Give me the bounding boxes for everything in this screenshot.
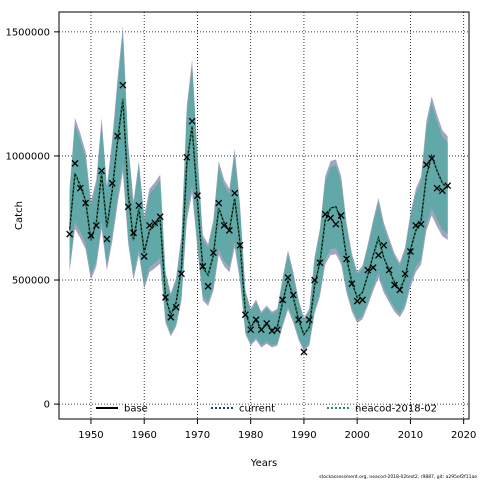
observed-point: [76, 184, 84, 192]
grid: [59, 12, 469, 419]
x-tick-label: 1980: [238, 430, 263, 441]
observed-point: [396, 286, 404, 294]
observed-points: [66, 81, 452, 356]
observed-point: [311, 276, 319, 284]
observed-point: [337, 212, 345, 219]
observed-point: [183, 153, 191, 161]
observed-point: [231, 189, 239, 197]
legend-label-current: current: [239, 404, 275, 415]
y-tick-label: 1500000: [5, 27, 50, 38]
observed-point: [263, 319, 271, 327]
observed-point: [156, 213, 164, 221]
observed-point: [178, 270, 185, 278]
observed-point: [327, 214, 335, 222]
observed-point: [401, 270, 409, 278]
observed-point: [252, 316, 260, 324]
observed-point: [316, 259, 324, 267]
x-tick-label: 2010: [398, 430, 423, 441]
x-tick-label: 1950: [78, 430, 103, 441]
observed-point: [130, 229, 138, 237]
observed-point: [162, 293, 169, 301]
observed-point: [140, 252, 148, 260]
observed-point: [422, 161, 430, 169]
observed-point: [193, 192, 201, 200]
y-tick-label: 500000: [12, 276, 50, 287]
y-tick-label: 1000000: [5, 151, 50, 162]
observed-point: [295, 316, 303, 324]
x-tick-label: 2000: [344, 430, 369, 441]
observed-point: [98, 167, 106, 175]
observed-point: [220, 221, 228, 229]
observed-point: [151, 219, 159, 227]
observed-point: [167, 313, 175, 321]
observed-point: [332, 220, 340, 228]
observed-point: [188, 117, 196, 125]
observed-point: [433, 184, 441, 192]
observed-point: [215, 199, 223, 207]
observed-point: [390, 281, 398, 289]
observed-point: [108, 179, 116, 187]
observed-point: [444, 182, 452, 190]
legend: base current neacod-2018-02: [96, 404, 437, 415]
legend-label-neacod-2018-02: neacod-2018-02: [355, 404, 437, 415]
observed-point: [87, 231, 95, 239]
observed-point: [199, 262, 207, 270]
observed-point: [172, 303, 180, 311]
observed-point: [236, 241, 244, 249]
observed-point: [375, 251, 382, 259]
observed-point: [135, 202, 143, 210]
observed-point: [343, 255, 350, 263]
observed-point: [364, 266, 372, 274]
x-tick-label: 1990: [291, 430, 316, 441]
observed-point: [300, 348, 308, 356]
observed-point: [146, 221, 153, 229]
observed-point: [305, 316, 313, 324]
observed-point: [257, 326, 265, 334]
legend-label-base: base: [124, 404, 148, 415]
observed-point: [92, 221, 100, 229]
observed-point: [268, 327, 276, 335]
caption-text: stockassessment.org, neacod-2018-02test2…: [319, 474, 477, 480]
observed-point: [209, 249, 217, 257]
observed-point: [225, 226, 233, 234]
x-tick-label: 1970: [185, 430, 210, 441]
observed-point: [406, 248, 414, 255]
observed-point: [66, 230, 74, 238]
observed-point: [321, 210, 329, 218]
observed-point: [353, 297, 361, 305]
observed-point: [385, 266, 393, 274]
x-tick-label: 1960: [131, 430, 156, 441]
observed-point: [204, 282, 212, 290]
observed-point: [348, 280, 356, 288]
observed-point: [119, 81, 127, 89]
x-axis-title: Years: [250, 458, 277, 469]
observed-point: [273, 326, 281, 334]
y-axis-title: Catch: [14, 201, 25, 230]
observed-point: [359, 296, 366, 304]
observed-point: [114, 132, 122, 140]
observed-point: [241, 311, 249, 319]
plot-frame: [58, 11, 470, 420]
observed-point: [284, 274, 292, 282]
observed-point: [380, 241, 388, 249]
x-tick-label: 2020: [451, 430, 476, 441]
observed-point: [412, 221, 420, 229]
observed-point: [289, 291, 297, 299]
observed-point: [369, 264, 377, 272]
observed-point: [103, 235, 111, 243]
observed-point: [417, 220, 425, 228]
axes: 1950 1960 1970 1980 1990 2000 2010 2020 0 500000 1…: [5, 27, 476, 441]
observed-point: [82, 199, 90, 207]
observed-point: [438, 187, 446, 195]
observed-point: [428, 154, 436, 162]
confidence-bands: [69, 25, 448, 352]
observed-point: [247, 326, 255, 334]
y-tick-label: 0: [44, 400, 50, 411]
observed-point: [279, 296, 287, 304]
observed-point: [71, 159, 79, 167]
observed-point: [124, 203, 132, 211]
